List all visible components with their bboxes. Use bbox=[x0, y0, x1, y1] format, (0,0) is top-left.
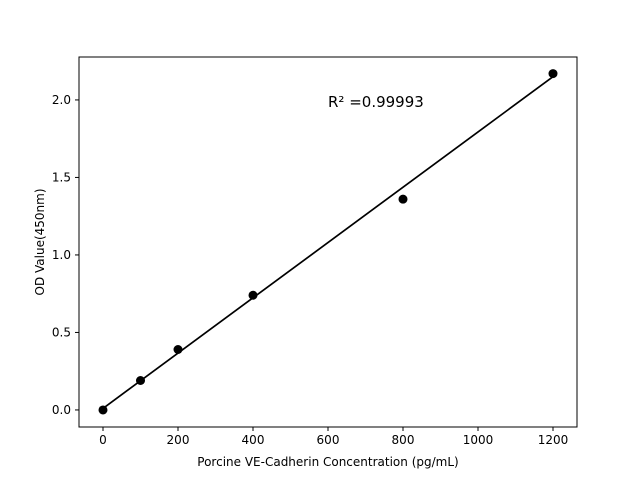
x-tick-label: 0 bbox=[99, 433, 107, 447]
x-axis-label: Porcine VE-Cadherin Concentration (pg/mL… bbox=[197, 455, 458, 469]
x-tick-label: 1200 bbox=[538, 433, 569, 447]
data-point bbox=[173, 344, 183, 354]
x-tick-label: 200 bbox=[167, 433, 190, 447]
chart-series bbox=[98, 69, 558, 415]
x-tick-label: 1000 bbox=[463, 433, 494, 447]
y-axis-label: OD Value(450nm) bbox=[33, 188, 47, 295]
x-tick-label: 400 bbox=[242, 433, 265, 447]
y-tick-label: 2.0 bbox=[52, 93, 71, 107]
y-tick-label: 0.5 bbox=[52, 325, 71, 339]
data-point bbox=[136, 375, 145, 385]
r-squared-annotation: R² =0.99993 bbox=[328, 93, 424, 111]
data-point bbox=[98, 405, 108, 415]
data-point bbox=[548, 69, 558, 79]
data-point bbox=[248, 290, 258, 300]
y-tick-label: 0.0 bbox=[52, 403, 71, 417]
data-point bbox=[398, 194, 408, 204]
axis-ticks: 0 200 400 600 800 1000 1200 0.0 0.5 1.0 1.5 2.0 bbox=[52, 93, 568, 447]
x-tick-label: 600 bbox=[317, 433, 340, 447]
fit-line bbox=[102, 75, 554, 410]
y-tick-label: 1.0 bbox=[52, 248, 71, 262]
x-tick-label: 800 bbox=[392, 433, 415, 447]
y-tick-label: 1.5 bbox=[52, 170, 71, 184]
